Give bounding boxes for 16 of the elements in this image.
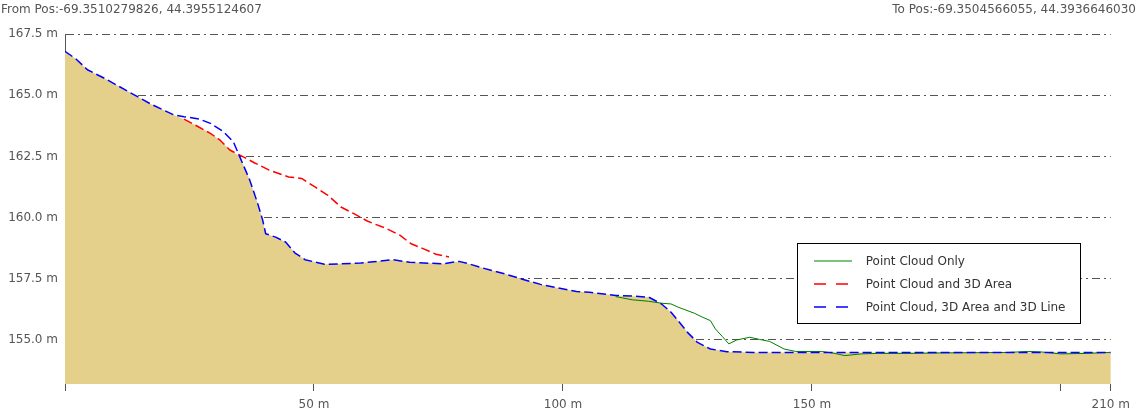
legend-label: Point Cloud Only: [865, 253, 965, 268]
y-tick-label: 160.0 m: [8, 209, 58, 224]
text: From Pos:-69.3510279826, 44.3955124607: [1, 2, 262, 16]
x-tick-label: 210 m: [1091, 397, 1131, 412]
y-tick-label: 167.5 m: [8, 26, 58, 41]
y-tick-label: 157.5 m: [8, 270, 58, 285]
y-tick-label: 165.0 m: [8, 87, 58, 102]
x-tick-label: 50 m: [298, 397, 330, 412]
x-tick-label: 150 m: [792, 397, 832, 412]
legend-label: Point Cloud, 3D Area and 3D Line: [865, 299, 1066, 314]
y-tick-label: 162.5 m: [8, 148, 58, 163]
text: To Pos:-69.3504566055, 44.3936646030: [892, 2, 1136, 16]
legend-label: Point Cloud and 3D Area: [865, 276, 1013, 291]
line-series: [183, 118, 450, 258]
x-tick-label: 100 m: [543, 397, 583, 412]
y-tick-label: 155.0 m: [8, 332, 58, 347]
